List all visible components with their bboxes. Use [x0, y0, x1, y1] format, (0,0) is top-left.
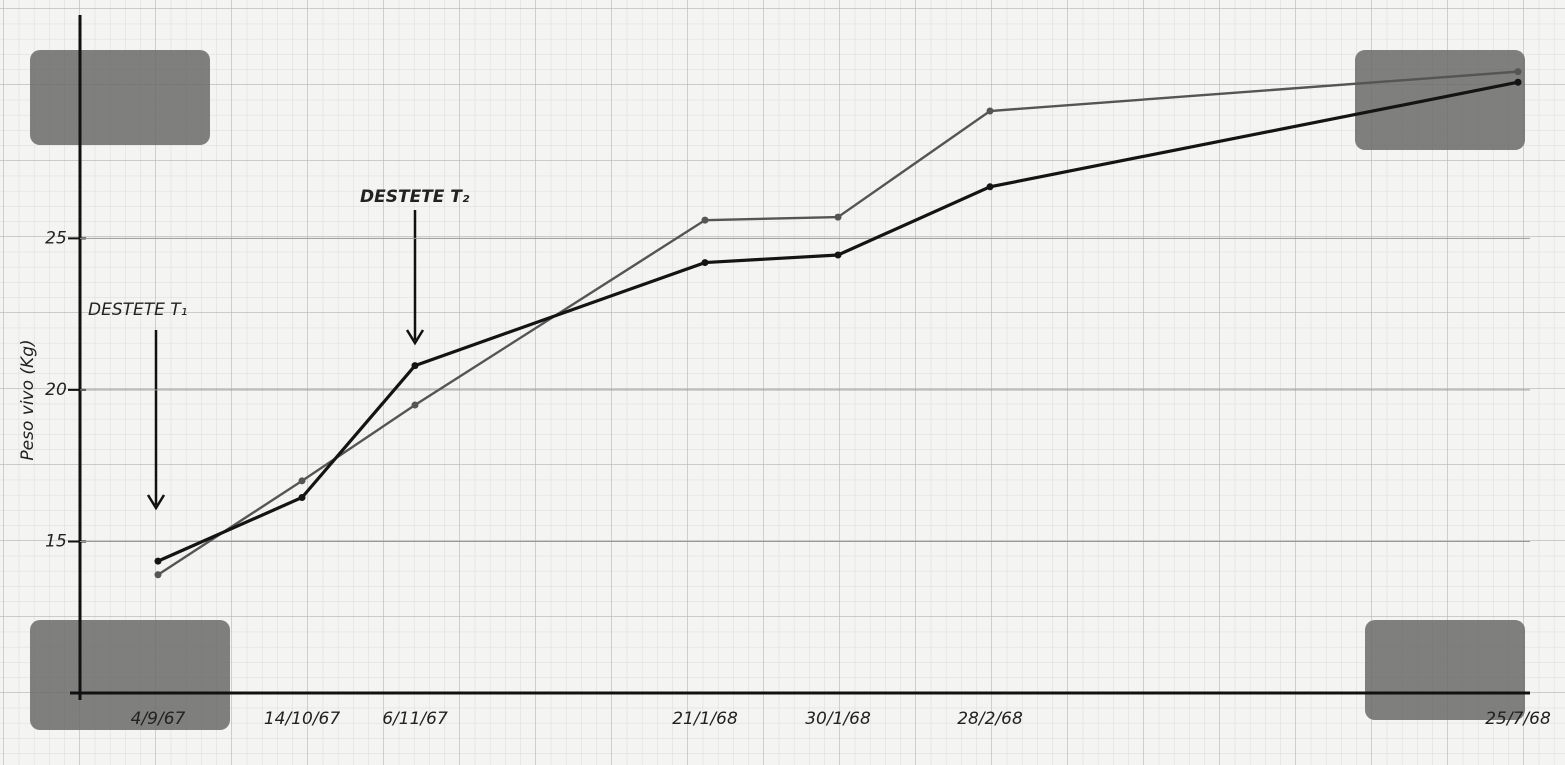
tape — [1365, 620, 1525, 720]
y-axis-label: Peso vivo (Kg) — [18, 339, 38, 460]
data-point — [299, 494, 306, 501]
major-grid — [0, 0, 1565, 765]
chart: Peso vivo (Kg) DESTETE T₁ DESTETE T₂ 15 2… — [0, 0, 1565, 765]
data-point — [987, 183, 994, 190]
page: Peso vivo (Kg) DESTETE T₁ DESTETE T₂ 15 2… — [0, 0, 1565, 765]
data-point — [155, 571, 162, 578]
y-tick-label: 15 — [45, 531, 67, 551]
tape — [30, 50, 210, 145]
x-tick-label: 25/7/68 — [1485, 709, 1551, 729]
data-point — [1515, 68, 1522, 75]
annotation: DESTETE T₁ — [88, 300, 187, 320]
data-point — [299, 477, 306, 484]
data-point — [1515, 79, 1522, 86]
data-point — [412, 402, 419, 409]
y-tick-label: 20 — [45, 380, 67, 400]
data-point — [702, 259, 709, 266]
tape — [1355, 50, 1525, 150]
data-point — [835, 252, 842, 259]
x-tick-label: 4/9/67 — [131, 709, 186, 729]
x-tick-label: 21/1/68 — [672, 709, 738, 729]
annotation: DESTETE T₂ — [360, 187, 470, 207]
y-tick-label: 25 — [45, 228, 67, 248]
data-point — [412, 362, 419, 369]
x-tick-label: 14/10/67 — [264, 709, 341, 729]
x-tick-label: 30/1/68 — [805, 709, 871, 729]
data-point — [987, 108, 994, 115]
data-point — [155, 558, 162, 565]
data-point — [835, 214, 842, 221]
x-tick-label: 28/2/68 — [957, 709, 1023, 729]
x-tick-label: 6/11/67 — [382, 709, 448, 729]
data-point — [702, 217, 709, 224]
